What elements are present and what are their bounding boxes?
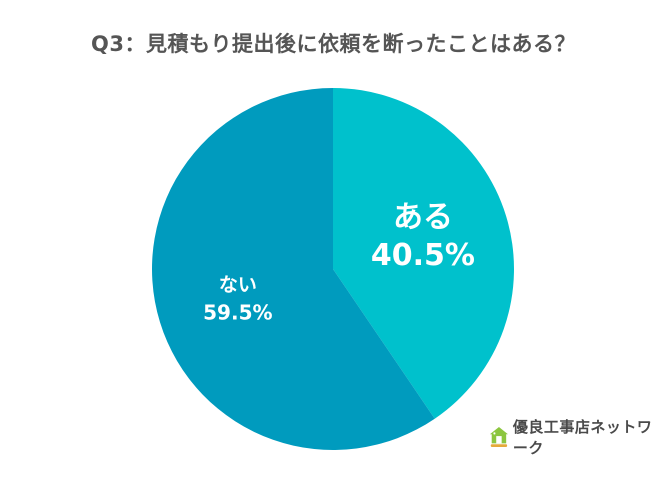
chart-title: Q3：見積もり提出後に依頼を断ったことはある？ [91, 32, 576, 56]
slice-label-0: ある [393, 200, 453, 235]
slice-value-1: 59.5% [203, 300, 272, 324]
pie-slices [152, 88, 515, 450]
pie-slice-1 [152, 88, 435, 450]
house-leaf-logo-icon [489, 427, 508, 447]
slice-value-0: 40.5% [371, 238, 475, 273]
slice-label-1: ない [219, 274, 257, 296]
pie-slice-0 [333, 88, 515, 419]
brand-watermark: 優良工事店ネットワーク [489, 418, 667, 457]
brand-name: 優良工事店ネットワーク [512, 418, 653, 457]
